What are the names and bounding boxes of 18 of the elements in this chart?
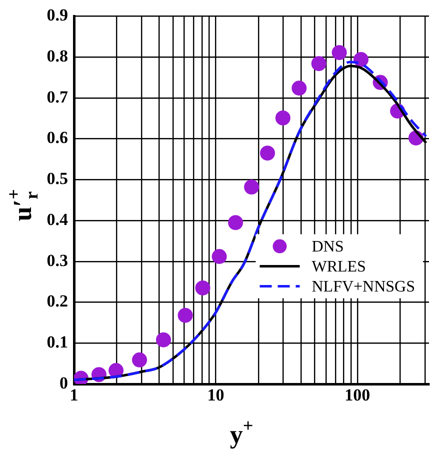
y-tick-label: 0.6	[46, 128, 68, 148]
x-tick-label: 10	[207, 386, 224, 405]
x-axis-title: y+	[230, 415, 254, 450]
y-tick-label: 0.3	[46, 250, 68, 270]
legend-label: NLFV+NNSGS	[312, 278, 415, 296]
y-tick-label: 0.4	[46, 210, 68, 229]
y-tick-label: 0.7	[46, 87, 68, 106]
legend-label: DNS	[312, 238, 344, 256]
x-tick-label: 1	[70, 386, 78, 405]
y-axis-title: u′r+	[3, 189, 42, 222]
y-tick-label: 0	[60, 373, 68, 392]
y-tick-label: 0.8	[46, 46, 68, 66]
y-tick-label: 0.1	[46, 332, 68, 352]
x-tick-label: 100	[344, 386, 370, 405]
y-tick-label: 0.9	[46, 6, 68, 25]
y-tick-label: 0.5	[46, 169, 68, 188]
y-tick-label: 0.2	[46, 292, 68, 311]
legend-label: WRLES	[312, 258, 366, 276]
